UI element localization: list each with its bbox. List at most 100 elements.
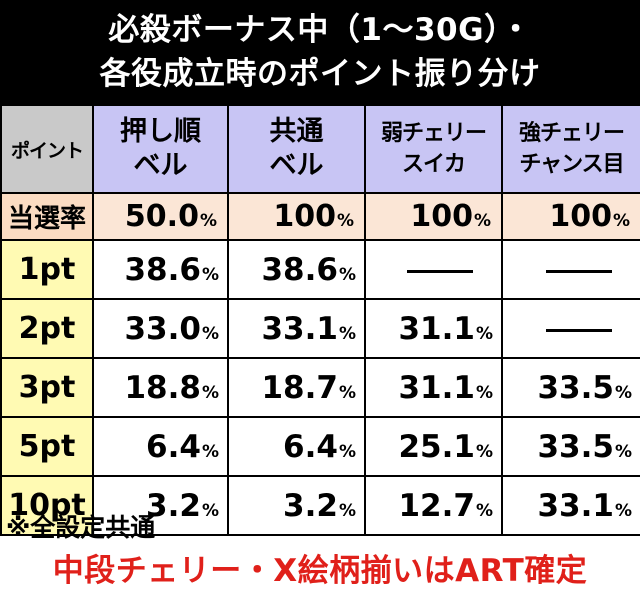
- percentage-cell: 33.5%: [501, 357, 640, 418]
- column-header-line: 押し順: [120, 116, 201, 147]
- percentage-cell: 6.4%: [227, 416, 366, 477]
- column-header-line: 共通: [269, 116, 324, 147]
- column-header-strong-cherry-chance: 強チェリー チャンス目: [501, 104, 640, 194]
- percentage-cell: 38.6%: [227, 239, 366, 300]
- value: 12.7: [398, 487, 475, 524]
- art-confirmed-note: 中段チェリー・X絵柄揃いはART確定: [52, 553, 588, 589]
- title-banner: 必殺ボーナス中（1〜30G）・ 各役成立時のポイント振り分け: [0, 0, 640, 104]
- header-row: ポイント 押し順 ベル 共通 ベル 弱チェリー スイカ 強チェリー チャンス目: [0, 104, 640, 194]
- percentage-cell: 18.8%: [92, 357, 229, 418]
- column-header-line: スイカ: [401, 152, 466, 177]
- percent-sign: %: [201, 500, 219, 521]
- value: 6.4: [283, 428, 338, 465]
- percent-sign: %: [475, 441, 493, 462]
- not-applicable-dash: [407, 269, 473, 273]
- percentage-cell: 31.1%: [364, 357, 503, 418]
- percent-sign: %: [201, 382, 219, 403]
- point-column-header: ポイント: [0, 104, 94, 194]
- percent-sign: %: [201, 264, 219, 285]
- percentage-cell: [364, 239, 503, 300]
- point-row: 5pt 6.4% 6.4% 25.1% 33.5%: [0, 416, 640, 477]
- value: 100: [410, 199, 473, 234]
- not-applicable-dash: [546, 269, 612, 273]
- percentage-cell: 31.1%: [364, 298, 503, 359]
- value: 6.4: [146, 428, 201, 465]
- value: 25.1: [398, 428, 475, 465]
- column-header-line: 強チェリー: [518, 121, 625, 146]
- value: 38.6: [124, 251, 201, 288]
- title-line-2: 各役成立時のポイント振り分け: [99, 56, 541, 92]
- percentage-cell: 33.0%: [92, 298, 229, 359]
- win-rate-cell: 100%: [227, 192, 366, 241]
- column-header-line: 弱チェリー: [380, 121, 487, 146]
- value: 3.2: [283, 487, 338, 524]
- column-header-oshijun-bell: 押し順 ベル: [92, 104, 229, 194]
- percent-sign: %: [475, 500, 493, 521]
- value: 3.2: [146, 487, 201, 524]
- win-rate-cell: 100%: [364, 192, 503, 241]
- value: 100: [273, 199, 336, 234]
- point-label: 2pt: [0, 298, 94, 359]
- percent-sign: %: [336, 211, 354, 231]
- point-row: 1pt 38.6% 38.6%: [0, 239, 640, 300]
- value: 18.8: [124, 369, 201, 406]
- percent-sign: %: [338, 441, 356, 462]
- value: 38.6: [261, 251, 338, 288]
- percentage-cell: [501, 298, 640, 359]
- column-header-line: ベル: [269, 150, 324, 181]
- percent-sign: %: [201, 441, 219, 462]
- all-settings-note: ※全設定共通: [6, 513, 156, 542]
- percentage-cell: [501, 239, 640, 300]
- percentage-cell: 3.2%: [227, 475, 366, 536]
- value: 31.1: [398, 369, 475, 406]
- win-rate-cell: 100%: [501, 192, 640, 241]
- win-rate-row: 当選率 50.0% 100% 100% 100%: [0, 192, 640, 241]
- percent-sign: %: [473, 211, 491, 231]
- percent-sign: %: [201, 323, 219, 344]
- point-row: 2pt 33.0% 33.1% 31.1%: [0, 298, 640, 359]
- not-applicable-dash: [546, 328, 612, 332]
- percentage-cell: 33.1%: [227, 298, 366, 359]
- point-distribution-table: ポイント 押し順 ベル 共通 ベル 弱チェリー スイカ 強チェリー チャンス目 …: [0, 104, 640, 536]
- column-header-weak-cherry-suika: 弱チェリー スイカ: [364, 104, 503, 194]
- value: 33.5: [537, 428, 614, 465]
- percent-sign: %: [614, 382, 632, 403]
- percent-sign: %: [475, 323, 493, 344]
- percent-sign: %: [614, 441, 632, 462]
- value: 18.7: [261, 369, 338, 406]
- win-rate-cell: 50.0%: [92, 192, 229, 241]
- percentage-cell: 33.1%: [501, 475, 640, 536]
- percentage-cell: 18.7%: [227, 357, 366, 418]
- point-label: 3pt: [0, 357, 94, 418]
- value: 50.0: [124, 199, 199, 234]
- point-row: 10pt 3.2% 3.2% 12.7% 33.1%: [0, 475, 640, 536]
- win-rate-label: 当選率: [0, 192, 94, 241]
- value: 33.1: [261, 310, 338, 347]
- point-label: 5pt: [0, 416, 94, 477]
- value: 100: [549, 199, 612, 234]
- percent-sign: %: [338, 323, 356, 344]
- percent-sign: %: [475, 382, 493, 403]
- value: 33.0: [124, 310, 201, 347]
- percentage-cell: 12.7%: [364, 475, 503, 536]
- percent-sign: %: [338, 500, 356, 521]
- percentage-cell: 25.1%: [364, 416, 503, 477]
- value: 31.1: [398, 310, 475, 347]
- point-row: 3pt 18.8% 18.7% 31.1% 33.5%: [0, 357, 640, 418]
- percent-sign: %: [338, 382, 356, 403]
- percentage-cell: 33.5%: [501, 416, 640, 477]
- column-header-common-bell: 共通 ベル: [227, 104, 366, 194]
- percent-sign: %: [338, 264, 356, 285]
- percentage-cell: 38.6%: [92, 239, 229, 300]
- point-label: 10pt: [0, 475, 94, 536]
- percent-sign: %: [199, 211, 217, 231]
- percentage-cell: 6.4%: [92, 416, 229, 477]
- value: 33.5: [537, 369, 614, 406]
- percent-sign: %: [612, 211, 630, 231]
- percentage-cell: 3.2%: [92, 475, 229, 536]
- column-header-line: チャンス目: [519, 152, 624, 177]
- point-label: 1pt: [0, 239, 94, 300]
- percent-sign: %: [614, 500, 632, 521]
- column-header-line: ベル: [133, 150, 188, 181]
- title-line-1: 必殺ボーナス中（1〜30G）・: [108, 12, 532, 48]
